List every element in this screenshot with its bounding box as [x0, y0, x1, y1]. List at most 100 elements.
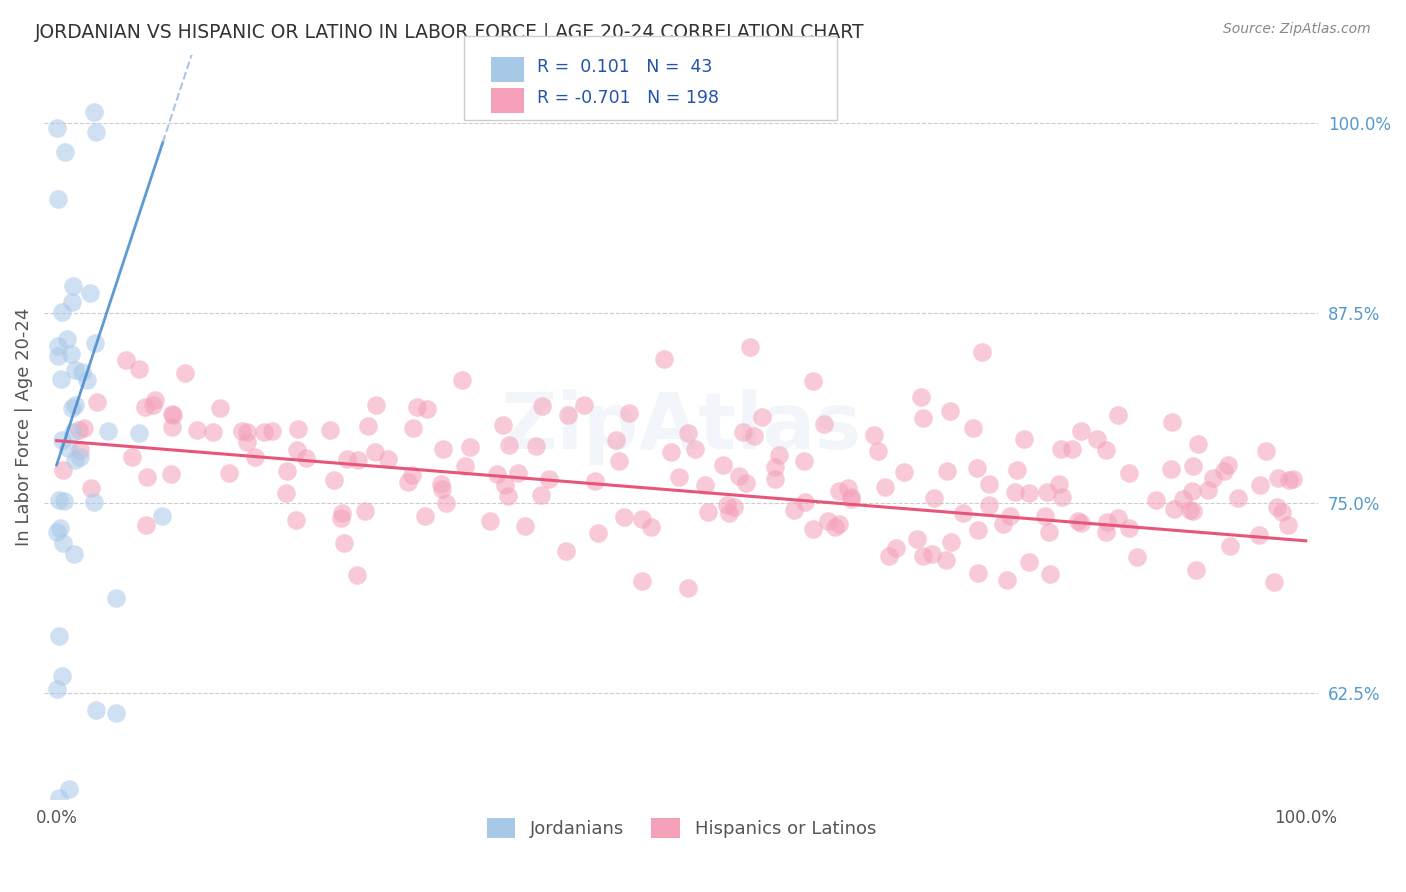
Point [323, 473, 346, 487]
Point [1118, 521, 1140, 535]
Point [330, 511, 353, 525]
Point [1047, 477, 1070, 491]
Point [209, 401, 232, 415]
Point [530, 488, 553, 502]
Point [1160, 462, 1182, 476]
Point [991, 516, 1014, 531]
Point [763, 459, 786, 474]
Point [486, 467, 509, 481]
Point [63, 398, 86, 412]
Point [605, 433, 627, 447]
Point [62, 425, 84, 440]
Point [751, 409, 773, 424]
Point [1277, 518, 1299, 533]
Point [160, 467, 183, 482]
Point [765, 472, 787, 486]
Point [1254, 444, 1277, 458]
Point [128, 425, 150, 440]
Point [631, 574, 654, 588]
Point [377, 452, 399, 467]
Point [346, 453, 368, 467]
Point [73, 421, 96, 435]
Point [1062, 442, 1084, 456]
Point [1018, 555, 1040, 569]
Point [941, 534, 963, 549]
Point [121, 450, 143, 464]
Point [243, 450, 266, 465]
Point [893, 465, 915, 479]
Point [1067, 514, 1090, 528]
Point [586, 526, 609, 541]
Point [105, 591, 128, 605]
Point [162, 408, 184, 422]
Point [51, 669, 73, 683]
Point [1171, 491, 1194, 506]
Point [60, 347, 83, 361]
Text: Source: ZipAtlas.com: Source: ZipAtlas.com [1223, 22, 1371, 37]
Point [783, 502, 806, 516]
Point [46, 339, 69, 353]
Point [1265, 500, 1288, 514]
Point [1182, 459, 1205, 474]
Point [817, 514, 839, 528]
Point [1249, 478, 1271, 492]
Point [1049, 442, 1071, 457]
Point [828, 484, 851, 499]
Point [45, 524, 67, 539]
Point [346, 568, 368, 582]
Point [160, 419, 183, 434]
Point [1282, 472, 1305, 486]
Point [253, 425, 276, 439]
Point [513, 519, 536, 533]
Point [366, 398, 388, 412]
Point [1180, 484, 1202, 499]
Point [276, 464, 298, 478]
Point [654, 351, 676, 366]
Point [1197, 483, 1219, 497]
Point [1226, 491, 1249, 505]
Point [1144, 493, 1167, 508]
Point [236, 435, 259, 450]
Point [51, 305, 73, 319]
Point [967, 566, 990, 581]
Point [886, 541, 908, 555]
Point [768, 448, 790, 462]
Point [1070, 424, 1092, 438]
Point [1087, 432, 1109, 446]
Point [910, 390, 932, 404]
Point [498, 438, 520, 452]
Point [274, 485, 297, 500]
Point [728, 469, 751, 483]
Point [335, 452, 357, 467]
Point [1163, 502, 1185, 516]
Point [879, 549, 901, 564]
Point [1012, 432, 1035, 446]
Point [415, 402, 437, 417]
Point [142, 398, 165, 412]
Point [875, 480, 897, 494]
Point [62, 279, 84, 293]
Text: R =  0.101   N =  43: R = 0.101 N = 43 [537, 58, 713, 76]
Point [52, 536, 75, 550]
Point [1038, 525, 1060, 540]
Point [1004, 485, 1026, 500]
Point [967, 524, 990, 538]
Point [49, 521, 72, 535]
Point [63, 547, 86, 561]
Point [640, 520, 662, 534]
Point [84, 126, 107, 140]
Point [63, 452, 86, 467]
Point [1187, 437, 1209, 451]
Point [683, 442, 706, 456]
Point [583, 474, 606, 488]
Point [939, 403, 962, 417]
Point [557, 408, 579, 422]
Point [1247, 528, 1270, 542]
Point [51, 434, 73, 448]
Point [65, 363, 87, 377]
Point [742, 428, 765, 442]
Point [236, 425, 259, 439]
Point [285, 513, 308, 527]
Point [48, 493, 70, 508]
Point [1095, 515, 1118, 529]
